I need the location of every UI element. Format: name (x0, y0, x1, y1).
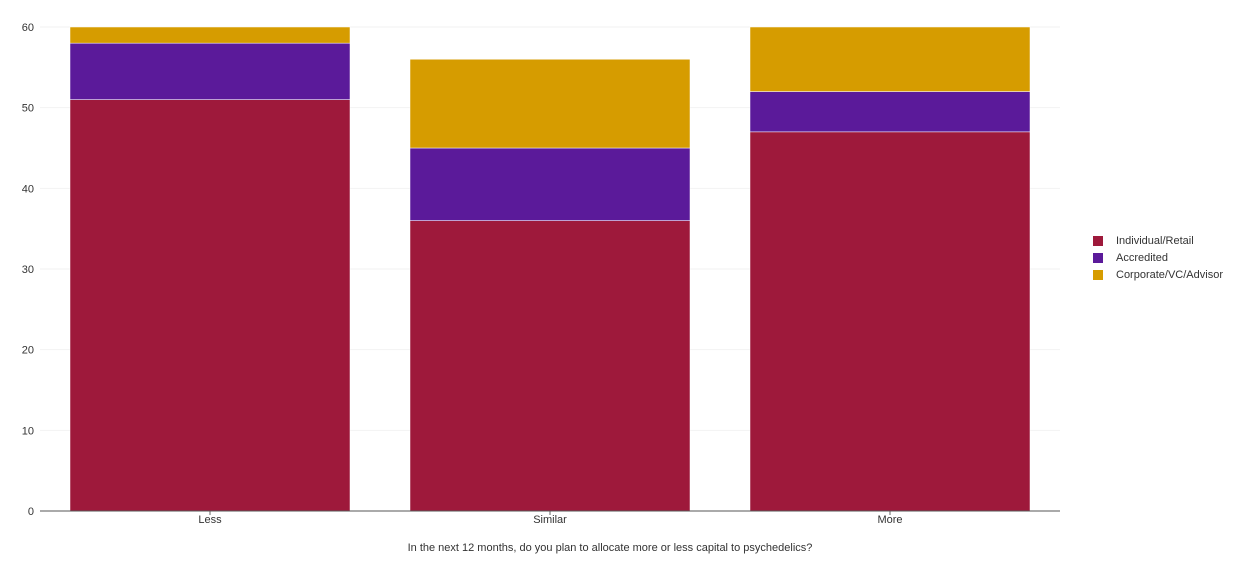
x-tick-label: Similar (533, 514, 567, 526)
y-tick-label: 50 (22, 103, 34, 115)
bar-segment[interactable] (409, 59, 691, 149)
bar-segment[interactable] (749, 131, 1031, 512)
bar-segment[interactable] (69, 26, 351, 44)
legend-label: Accredited (1116, 251, 1168, 264)
y-tick-label: 40 (22, 183, 34, 195)
x-tick-label: Less (198, 514, 222, 526)
y-tick-label: 20 (22, 345, 34, 357)
bar-segment[interactable] (749, 91, 1031, 133)
legend-item[interactable]: Corporate/VC/Advisor (1093, 266, 1223, 283)
bar-segment[interactable] (69, 99, 351, 512)
y-tick-label: 10 (22, 425, 34, 437)
x-tick-label: More (877, 514, 902, 526)
legend-label: Corporate/VC/Advisor (1116, 268, 1223, 281)
legend-swatch (1093, 252, 1103, 263)
legend-swatch (1093, 235, 1103, 246)
y-tick-label: 0 (28, 506, 34, 518)
legend-item[interactable]: Accredited (1093, 249, 1223, 266)
legend-swatch (1093, 269, 1103, 280)
bar-segment[interactable] (749, 26, 1031, 92)
legend-label: Individual/Retail (1116, 234, 1194, 247)
legend-item[interactable]: Individual/Retail (1093, 232, 1223, 249)
y-tick-label: 60 (22, 22, 34, 34)
y-tick-label: 30 (22, 264, 34, 276)
bar-segment[interactable] (69, 42, 351, 100)
legend: Individual/Retail Accredited Corporate/VC/… (1093, 232, 1223, 283)
x-axis-title: In the next 12 months, do you plan to al… (408, 542, 813, 554)
bar-segment[interactable] (409, 220, 691, 512)
bar-segment[interactable] (409, 147, 691, 221)
